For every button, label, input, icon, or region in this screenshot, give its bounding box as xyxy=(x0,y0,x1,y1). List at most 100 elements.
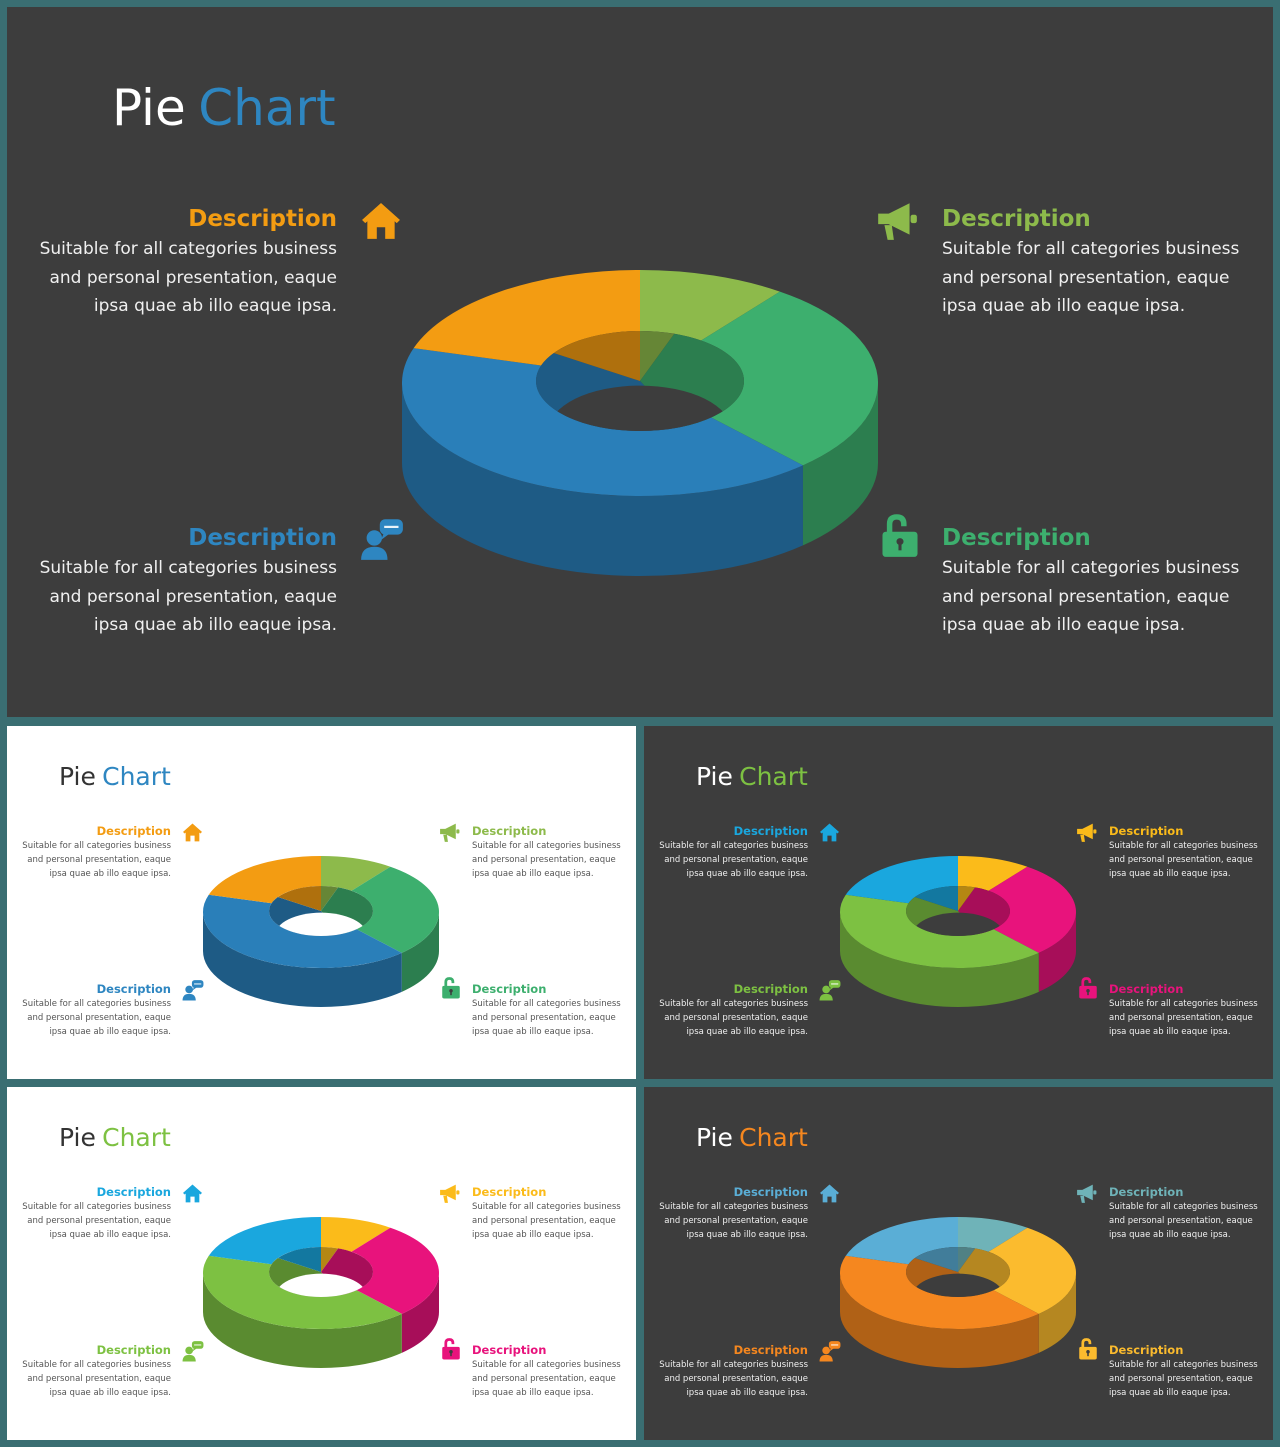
description-line: and personal presentation, eaque xyxy=(27,1013,171,1023)
donut-inner-wall xyxy=(906,886,1010,936)
donut-segment xyxy=(208,856,321,904)
description-line: Suitable for all categories business xyxy=(22,1360,171,1370)
description-heading: Description xyxy=(188,206,337,232)
donut-inner-wall xyxy=(269,1247,321,1272)
donut-hole-floor xyxy=(275,1273,367,1297)
slide-title: Pie Chart xyxy=(59,762,171,791)
donut-segment xyxy=(958,856,1028,891)
description-line: Suitable for all categories business xyxy=(472,841,621,851)
megaphone-icon xyxy=(440,1184,460,1203)
description-block-top-right: Description Suitable for all categories … xyxy=(472,1184,621,1242)
description-line: Suitable for all categories business xyxy=(659,999,808,1009)
description-line: Suitable for all categories business xyxy=(22,1202,171,1212)
unlock-icon xyxy=(442,1338,460,1360)
description-line: ipsa quae ab illo eaque ipsa. xyxy=(93,615,337,635)
slide-title: Pie Chart xyxy=(696,762,808,791)
donut-segment xyxy=(845,1217,958,1265)
description-line: and personal presentation, eaque xyxy=(1109,855,1253,865)
title-word-pie: Pie xyxy=(696,1123,733,1152)
description-line: ipsa quae ab illo eaque ipsa. xyxy=(472,1027,594,1037)
description-line: and personal presentation, eaque xyxy=(942,586,1230,607)
description-line: ipsa quae ab illo eaque ipsa. xyxy=(93,296,337,316)
description-line: and personal presentation, eaque xyxy=(472,1216,616,1226)
description-block-bottom-left: Description Suitable for all categories … xyxy=(22,1342,171,1400)
title-word-pie: Pie xyxy=(59,762,96,791)
description-heading: Description xyxy=(733,1343,808,1357)
donut-segment xyxy=(351,1227,439,1314)
title-word-chart: Chart xyxy=(198,79,336,137)
megaphone-icon xyxy=(1077,823,1097,842)
description-line: and personal presentation, eaque xyxy=(1109,1013,1253,1023)
donut-inner-wall xyxy=(640,331,744,431)
donut-segment xyxy=(321,1217,391,1252)
donut-side-wall xyxy=(402,383,803,577)
donut-segment xyxy=(402,348,803,497)
donut-segment xyxy=(203,894,402,968)
donut-side-wall xyxy=(1038,1273,1076,1353)
donut-inner-wall xyxy=(958,886,1004,911)
home-icon xyxy=(183,823,202,842)
description-heading: Description xyxy=(942,525,1091,551)
donut-chart xyxy=(840,856,1076,1007)
description-block-top-right: Description Suitable for all categories … xyxy=(1109,823,1258,881)
donut-inner-wall xyxy=(958,1247,1010,1297)
description-line: Suitable for all categories business xyxy=(1109,1360,1258,1370)
donut-inner-wall xyxy=(536,331,640,381)
description-line: ipsa quae ab illo eaque ipsa. xyxy=(49,1027,171,1037)
donut-segment xyxy=(988,1227,1076,1314)
description-line: and personal presentation, eaque xyxy=(49,586,337,607)
description-line: and personal presentation, eaque xyxy=(27,855,171,865)
description-line: Suitable for all categories business xyxy=(472,1202,621,1212)
donut-segment xyxy=(958,1217,1028,1252)
title-word-chart: Chart xyxy=(739,762,808,791)
description-line: and personal presentation, eaque xyxy=(1109,1374,1253,1384)
description-line: ipsa quae ab illo eaque ipsa. xyxy=(1109,1230,1231,1240)
donut-segment xyxy=(988,866,1076,953)
slide-title: Pie Chart xyxy=(112,79,336,137)
user-chat-icon xyxy=(361,519,403,560)
description-line: Suitable for all categories business xyxy=(22,999,171,1009)
description-line: ipsa quae ab illo eaque ipsa. xyxy=(686,1230,808,1240)
description-line: ipsa quae ab illo eaque ipsa. xyxy=(49,1388,171,1398)
donut-segment xyxy=(701,291,879,466)
description-heading: Description xyxy=(1109,1343,1184,1357)
home-icon xyxy=(820,1184,839,1203)
description-heading: Description xyxy=(96,1185,171,1199)
description-heading: Description xyxy=(1109,1185,1184,1199)
title-word-pie: Pie xyxy=(59,1123,96,1152)
donut-side-wall xyxy=(840,912,1039,1007)
description-block-top-left: Description Suitable for all categories … xyxy=(659,823,808,881)
description-block-top-right: Description Suitable for all categories … xyxy=(472,823,621,881)
description-line: and personal presentation, eaque xyxy=(664,855,808,865)
description-line: ipsa quae ab illo eaque ipsa. xyxy=(942,615,1186,635)
description-line: ipsa quae ab illo eaque ipsa. xyxy=(472,1388,594,1398)
description-heading: Description xyxy=(188,525,337,551)
description-line: Suitable for all categories business xyxy=(942,558,1240,578)
description-heading: Description xyxy=(733,982,808,996)
donut-inner-wall xyxy=(536,332,744,431)
description-line: ipsa quae ab illo eaque ipsa. xyxy=(942,296,1186,316)
description-block-bottom-left: Description Suitable for all categories … xyxy=(22,981,171,1039)
donut-inner-wall xyxy=(958,886,1010,936)
description-line: Suitable for all categories business xyxy=(659,1360,808,1370)
donut-segment xyxy=(840,894,1039,968)
title-word-pie: Pie xyxy=(112,79,186,137)
donut-side-wall xyxy=(401,912,439,992)
description-heading: Description xyxy=(733,824,808,838)
donut-hole xyxy=(906,1247,1010,1297)
megaphone-icon xyxy=(1077,1184,1097,1203)
donut-inner-wall xyxy=(269,1247,373,1297)
donut-inner-wall xyxy=(321,886,367,911)
description-line: ipsa quae ab illo eaque ipsa. xyxy=(1109,1027,1231,1037)
description-heading: Description xyxy=(472,982,547,996)
description-line: Suitable for all categories business xyxy=(659,1202,808,1212)
description-line: ipsa quae ab illo eaque ipsa. xyxy=(1109,1388,1231,1398)
description-line: and personal presentation, eaque xyxy=(472,1374,616,1384)
donut-segment xyxy=(840,1255,1039,1329)
donut-hole-floor xyxy=(548,385,732,431)
home-icon xyxy=(183,1184,202,1203)
user-chat-icon xyxy=(819,980,841,1001)
donut-hole xyxy=(269,886,373,936)
slide-title: Pie Chart xyxy=(696,1123,808,1152)
unlock-icon xyxy=(1079,1338,1097,1360)
